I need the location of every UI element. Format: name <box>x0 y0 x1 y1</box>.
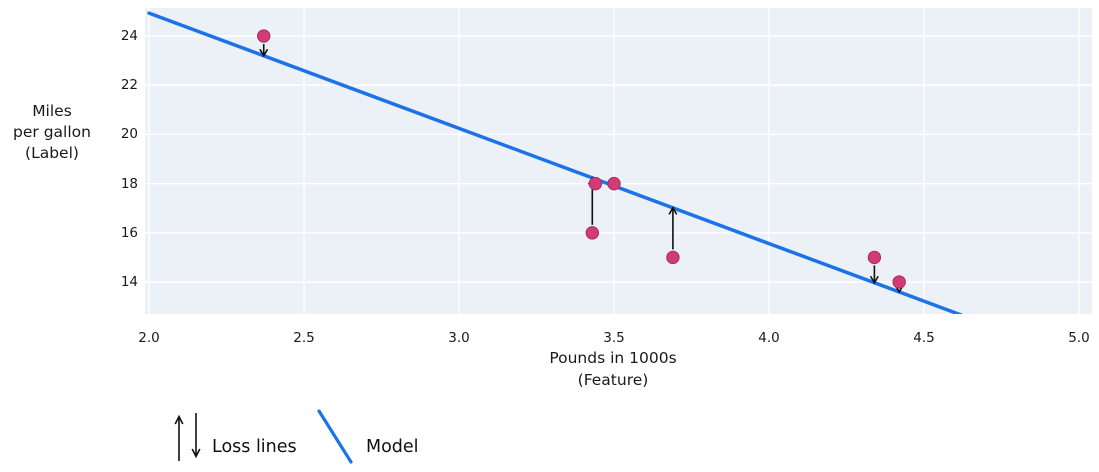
x-tick-label: 4.0 <box>758 330 780 346</box>
legend-down-arrow-icon <box>191 413 201 459</box>
data-point <box>257 29 271 43</box>
y-tick-label: 16 <box>120 224 138 241</box>
loss-arrow <box>259 44 269 58</box>
x-tick-label: 5.0 <box>1068 330 1090 346</box>
y-tick-label: 24 <box>120 28 138 45</box>
legend-model-line-icon <box>317 409 353 464</box>
y-tick-label: 22 <box>120 77 138 94</box>
y-tick-label: 18 <box>120 175 138 192</box>
legend-model-label: Model <box>366 437 419 457</box>
loss-arrow <box>668 206 678 250</box>
data-point <box>867 250 882 265</box>
x-tick-label: 4.5 <box>913 330 935 346</box>
loss-arrow <box>869 265 879 285</box>
y-axis-title: Miles per gallon (Label) <box>13 102 91 162</box>
x-tick-label: 2.0 <box>138 330 160 346</box>
plot-background <box>145 8 1092 314</box>
y-tick-label: 14 <box>120 274 138 291</box>
legend-up-arrow-icon <box>174 414 184 461</box>
x-tick-label: 2.5 <box>293 330 315 346</box>
x-tick-label: 3.0 <box>448 330 470 346</box>
model-line <box>147 11 963 314</box>
data-point <box>585 226 600 240</box>
data-point <box>607 176 621 191</box>
data-point <box>666 250 680 265</box>
data-point <box>588 176 603 191</box>
x-axis-title: Pounds in 1000s (Feature) <box>549 349 677 389</box>
y-tick-label: 20 <box>120 126 138 143</box>
x-tick-label: 3.5 <box>603 330 625 346</box>
legend-loss-label: Loss lines <box>212 437 297 457</box>
data-point <box>892 275 906 289</box>
